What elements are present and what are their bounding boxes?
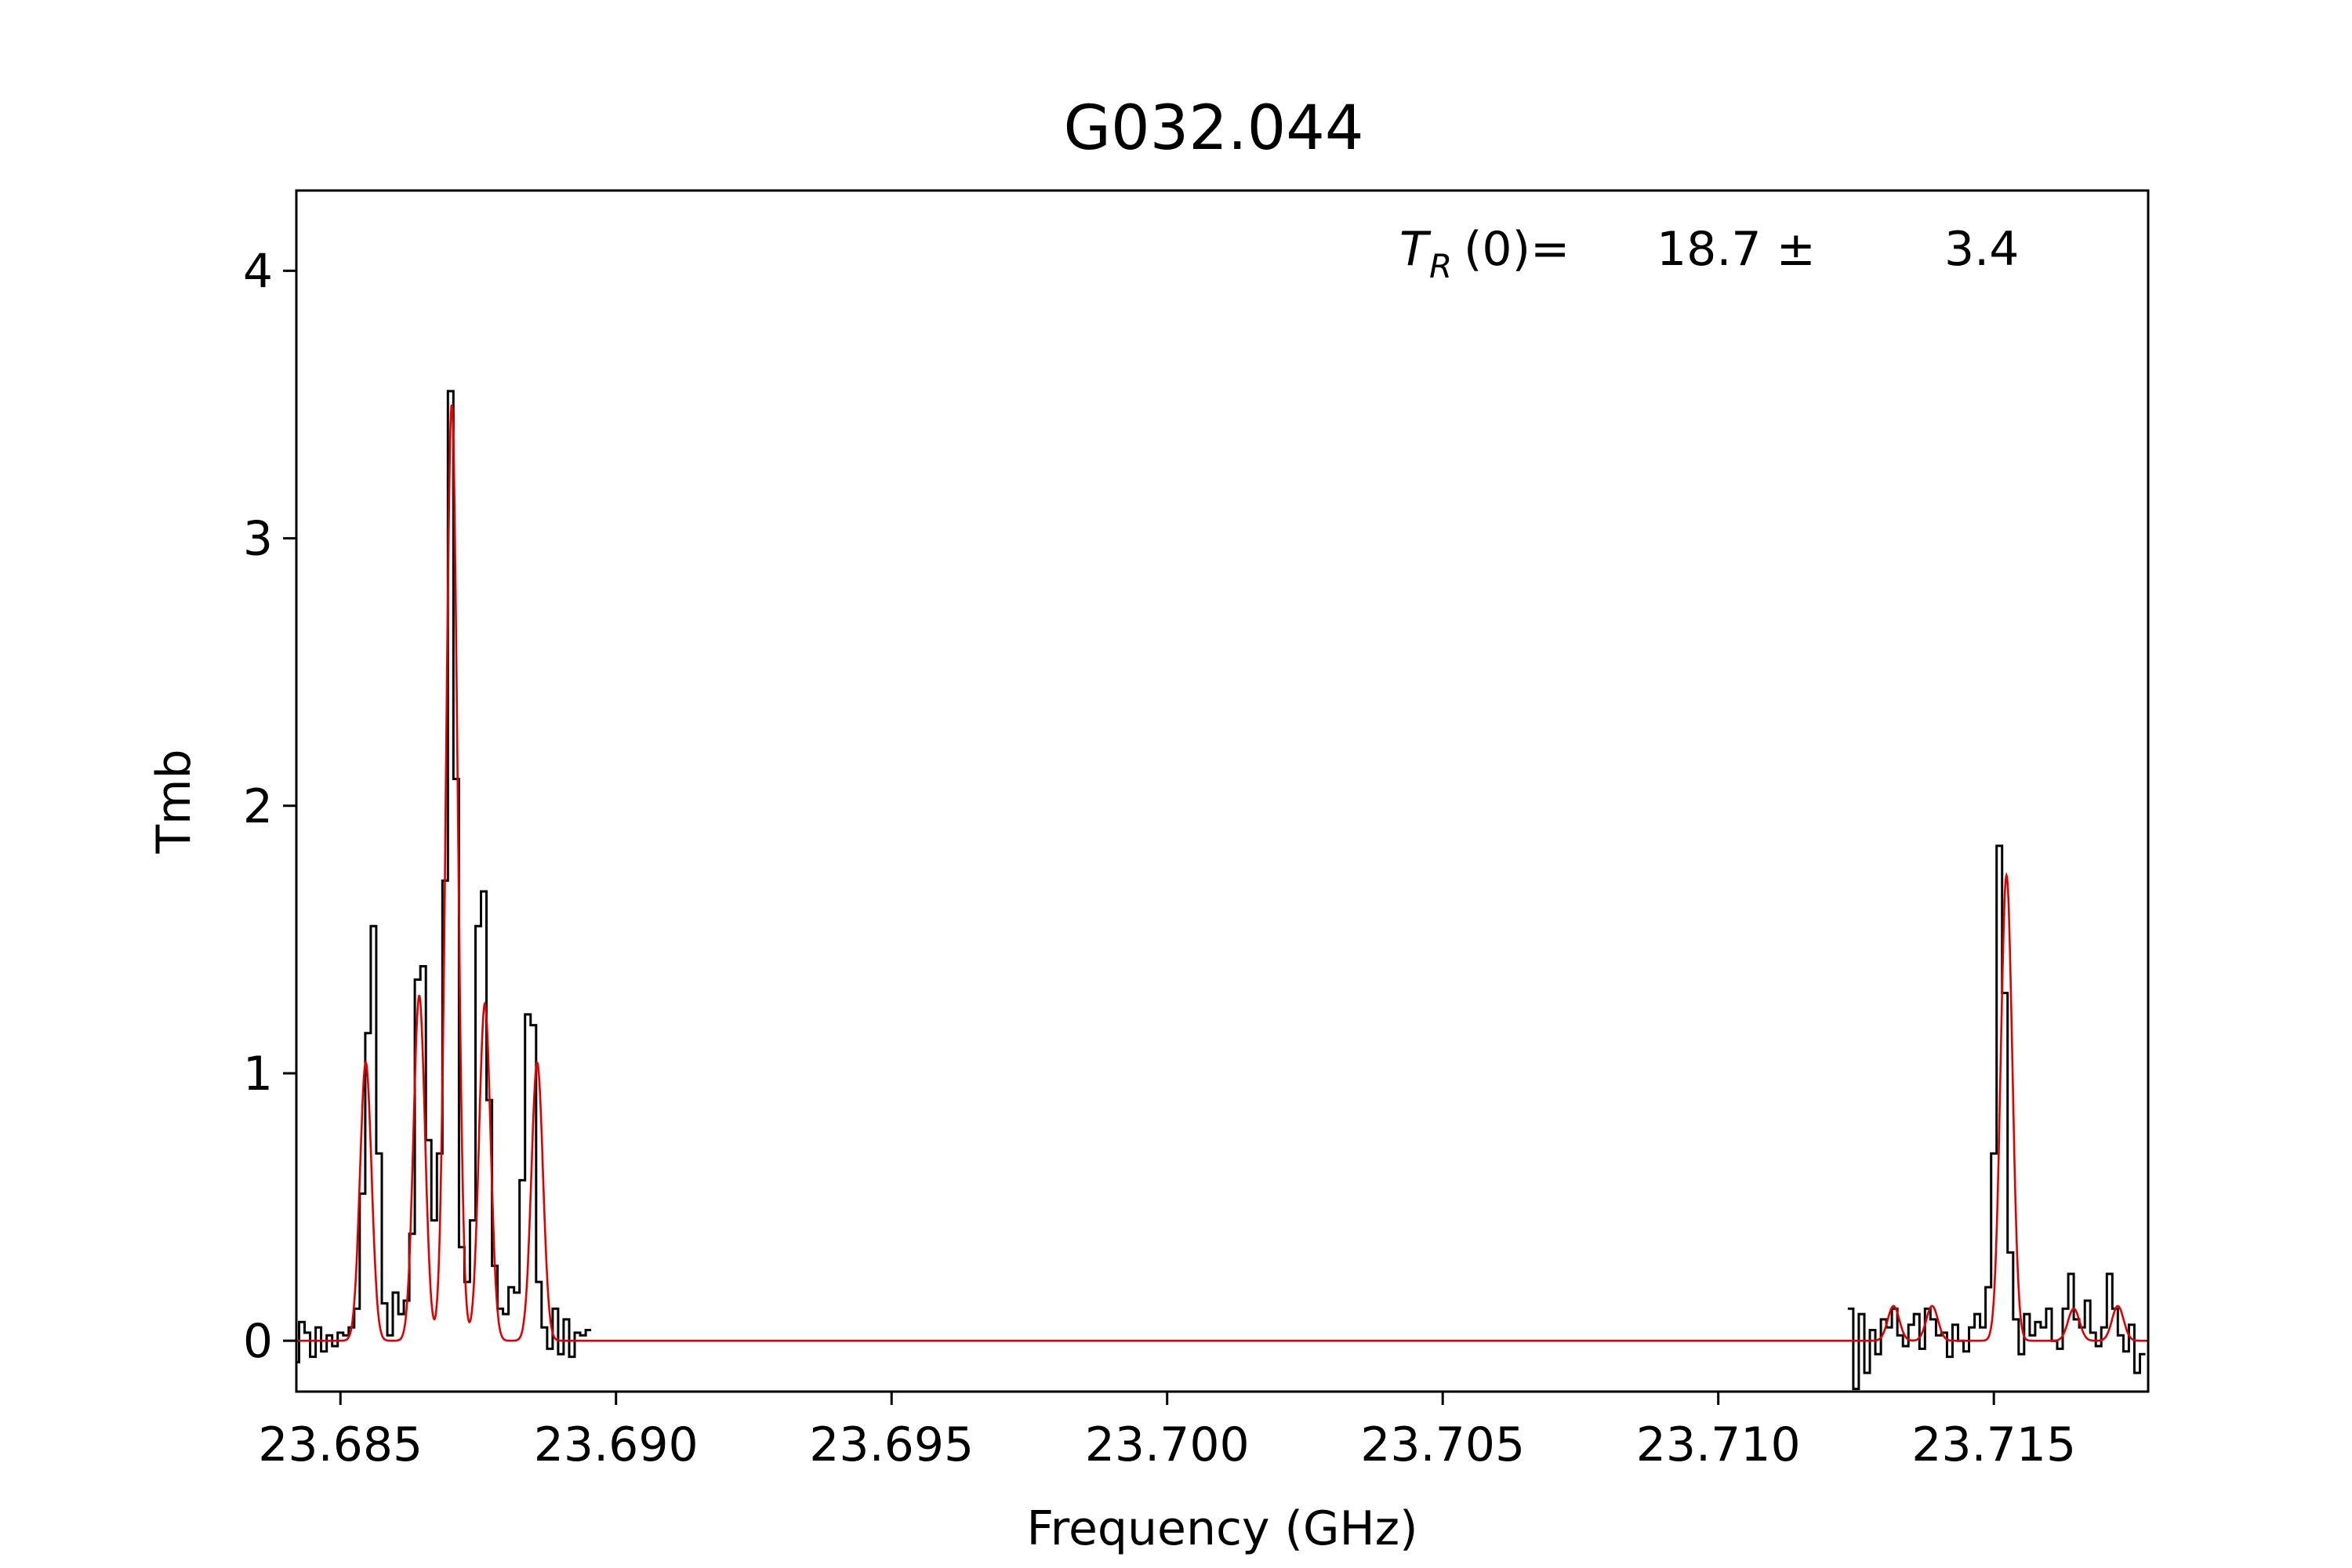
x-tick-label: 23.690 <box>534 1417 699 1472</box>
x-tick-label: 23.700 <box>1085 1417 1250 1472</box>
y-tick-label: 3 <box>243 512 273 567</box>
annotation-value: 18.7 ± <box>1657 222 1816 277</box>
y-tick-label: 4 <box>243 244 273 299</box>
y-tick-label: 0 <box>243 1314 273 1369</box>
annotation-subscript: R <box>1429 247 1452 285</box>
chart-title: G032.044 <box>1064 93 1364 164</box>
plot-area <box>295 189 2150 1393</box>
x-tick-label: 23.705 <box>1360 1417 1525 1472</box>
annotation-error: 3.4 <box>1944 222 2019 277</box>
annotation-symbol: T <box>1399 222 1432 277</box>
model-fit-line <box>296 404 2148 1342</box>
annotation-label: (0)= <box>1464 222 1570 277</box>
plot-frame <box>295 189 2150 1393</box>
x-tick-label: 23.710 <box>1636 1417 1801 1472</box>
x-axis: 23.685 23.690 23.695 23.700 23.705 23.710 23.7… <box>258 1392 2076 1472</box>
annotation: T R (0)= 18.7 ± 3.4 <box>1399 222 2019 285</box>
x-tick-label: 23.685 <box>258 1417 423 1472</box>
x-axis-label: Frequency (GHz) <box>1027 1501 1418 1556</box>
data-layer <box>296 390 2148 1391</box>
y-axis: 0 1 2 3 4 <box>243 244 296 1369</box>
x-tick-label: 23.715 <box>1911 1417 2076 1472</box>
x-tick-label: 23.695 <box>809 1417 974 1472</box>
y-axis-label: Tmb <box>147 749 201 854</box>
y-tick-label: 1 <box>243 1047 273 1102</box>
y-tick-label: 2 <box>243 779 273 834</box>
observed-spectrum-segment-2 <box>1847 844 2146 1391</box>
